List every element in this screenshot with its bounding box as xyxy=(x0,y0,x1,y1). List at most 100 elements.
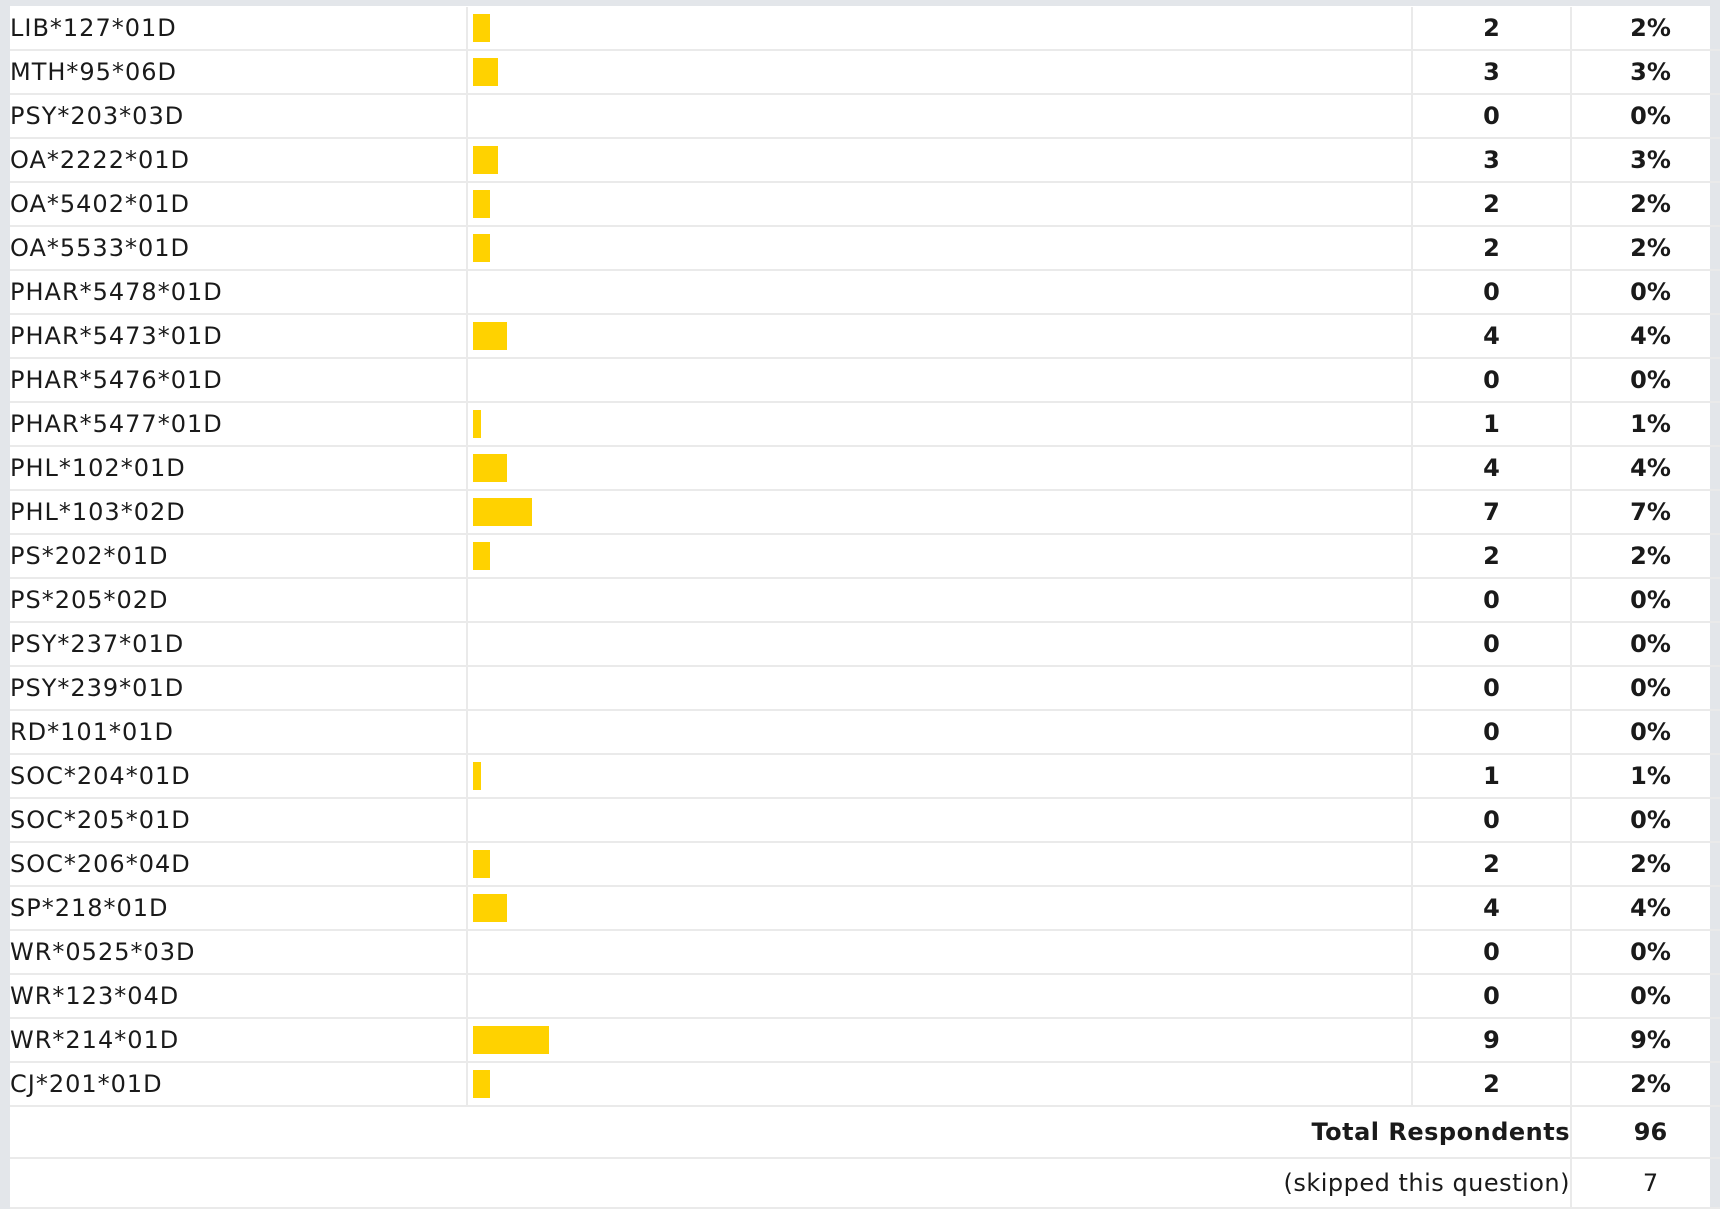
response-count: 4 xyxy=(1411,886,1571,931)
bar-track xyxy=(473,234,1411,262)
answer-label: OA*5402*01D xyxy=(10,182,467,227)
table-row: OA*5533*01D 2 2% xyxy=(10,226,1720,271)
table-row: PS*202*01D 2 2% xyxy=(10,534,1720,579)
bar-track xyxy=(473,674,1411,702)
table-row: PSY*237*01D 0 0% xyxy=(10,622,1720,667)
bar-track xyxy=(473,146,1411,174)
response-count: 0 xyxy=(1411,358,1571,403)
table-row: PHL*103*02D 7 7% xyxy=(10,490,1720,535)
response-bar xyxy=(473,894,507,922)
bar-cell xyxy=(466,7,1412,51)
bar-track xyxy=(473,894,1411,922)
response-percent: 0% xyxy=(1570,94,1720,139)
table-row: WR*0525*03D 0 0% xyxy=(10,930,1720,975)
answer-label: OA*2222*01D xyxy=(10,138,467,183)
response-percent: 0% xyxy=(1570,974,1720,1019)
bar-cell xyxy=(466,314,1412,359)
response-percent: 0% xyxy=(1570,270,1720,315)
answer-label: PSY*203*03D xyxy=(10,94,467,139)
answer-label: SOC*206*04D xyxy=(10,842,467,887)
bar-cell xyxy=(466,798,1412,843)
bar-cell xyxy=(466,446,1412,491)
answer-label: PHAR*5476*01D xyxy=(10,358,467,403)
response-percent: 9% xyxy=(1570,1018,1720,1063)
response-percent: 1% xyxy=(1570,402,1720,447)
response-percent: 7% xyxy=(1570,490,1720,535)
total-respondents-row: Total Respondents 96 xyxy=(10,1106,1720,1159)
response-bar xyxy=(473,146,498,174)
response-bar xyxy=(473,190,490,218)
answer-label: CJ*201*01D xyxy=(10,1062,467,1107)
bar-cell xyxy=(466,578,1412,623)
total-respondents-value: 96 xyxy=(1570,1106,1720,1159)
response-count: 2 xyxy=(1411,842,1571,887)
answer-label: SP*218*01D xyxy=(10,886,467,931)
bar-track xyxy=(473,850,1411,878)
response-percent: 0% xyxy=(1570,622,1720,667)
response-percent: 0% xyxy=(1570,358,1720,403)
response-bar xyxy=(473,454,507,482)
response-count: 2 xyxy=(1411,182,1571,227)
response-count: 2 xyxy=(1411,1062,1571,1107)
response-bar xyxy=(473,1026,549,1054)
bar-track xyxy=(473,190,1411,218)
answer-label: PSY*239*01D xyxy=(10,666,467,711)
response-count: 0 xyxy=(1411,798,1571,843)
response-bar xyxy=(473,542,490,570)
response-bar xyxy=(473,234,490,262)
bar-track xyxy=(473,366,1411,394)
response-bar xyxy=(473,58,498,86)
response-count: 1 xyxy=(1411,402,1571,447)
answer-label: RD*101*01D xyxy=(10,710,467,755)
bar-track xyxy=(473,58,1411,86)
table-row: PHAR*5478*01D 0 0% xyxy=(10,270,1720,315)
answer-label: PHL*102*01D xyxy=(10,446,467,491)
bar-cell xyxy=(466,974,1412,1019)
bar-cell xyxy=(466,1062,1412,1107)
response-count: 1 xyxy=(1411,754,1571,799)
response-percent: 0% xyxy=(1570,798,1720,843)
answer-label: SOC*205*01D xyxy=(10,798,467,843)
answer-label: PSY*237*01D xyxy=(10,622,467,667)
bar-track xyxy=(473,1026,1411,1054)
answer-label: LIB*127*01D xyxy=(10,7,467,51)
bar-cell xyxy=(466,534,1412,579)
response-bar xyxy=(473,850,490,878)
response-percent: 2% xyxy=(1570,226,1720,271)
table-row: OA*2222*01D 3 3% xyxy=(10,138,1720,183)
bar-cell xyxy=(466,182,1412,227)
bar-track xyxy=(473,586,1411,614)
response-count: 0 xyxy=(1411,974,1571,1019)
bar-track xyxy=(473,762,1411,790)
response-count: 3 xyxy=(1411,138,1571,183)
response-percent: 4% xyxy=(1570,886,1720,931)
bar-track xyxy=(473,322,1411,350)
response-bar xyxy=(473,322,507,350)
response-bar xyxy=(473,14,490,42)
response-percent: 2% xyxy=(1570,1062,1720,1107)
response-percent: 1% xyxy=(1570,754,1720,799)
total-respondents-label: Total Respondents xyxy=(10,1106,1571,1159)
bar-track xyxy=(473,982,1411,1010)
answer-label: WR*123*04D xyxy=(10,974,467,1019)
response-count: 0 xyxy=(1411,710,1571,755)
response-table: LIB*127*01D 2 2% MTH*95*06D 3 3% PSY*203*03D 0 0… xyxy=(10,7,1720,1209)
response-count: 0 xyxy=(1411,94,1571,139)
table-row: SP*218*01D 4 4% xyxy=(10,886,1720,931)
bar-cell xyxy=(466,94,1412,139)
response-count: 0 xyxy=(1411,622,1571,667)
response-percent: 4% xyxy=(1570,314,1720,359)
table-row: SOC*206*04D 2 2% xyxy=(10,842,1720,887)
response-percent: 4% xyxy=(1570,446,1720,491)
bar-cell xyxy=(466,50,1412,95)
response-bar xyxy=(473,762,481,790)
bar-track xyxy=(473,542,1411,570)
bar-cell xyxy=(466,138,1412,183)
response-bar xyxy=(473,498,532,526)
bar-track xyxy=(473,806,1411,834)
bar-cell xyxy=(466,666,1412,711)
bar-track xyxy=(473,14,1411,42)
response-count: 2 xyxy=(1411,534,1571,579)
response-percent: 0% xyxy=(1570,930,1720,975)
answer-label: OA*5533*01D xyxy=(10,226,467,271)
